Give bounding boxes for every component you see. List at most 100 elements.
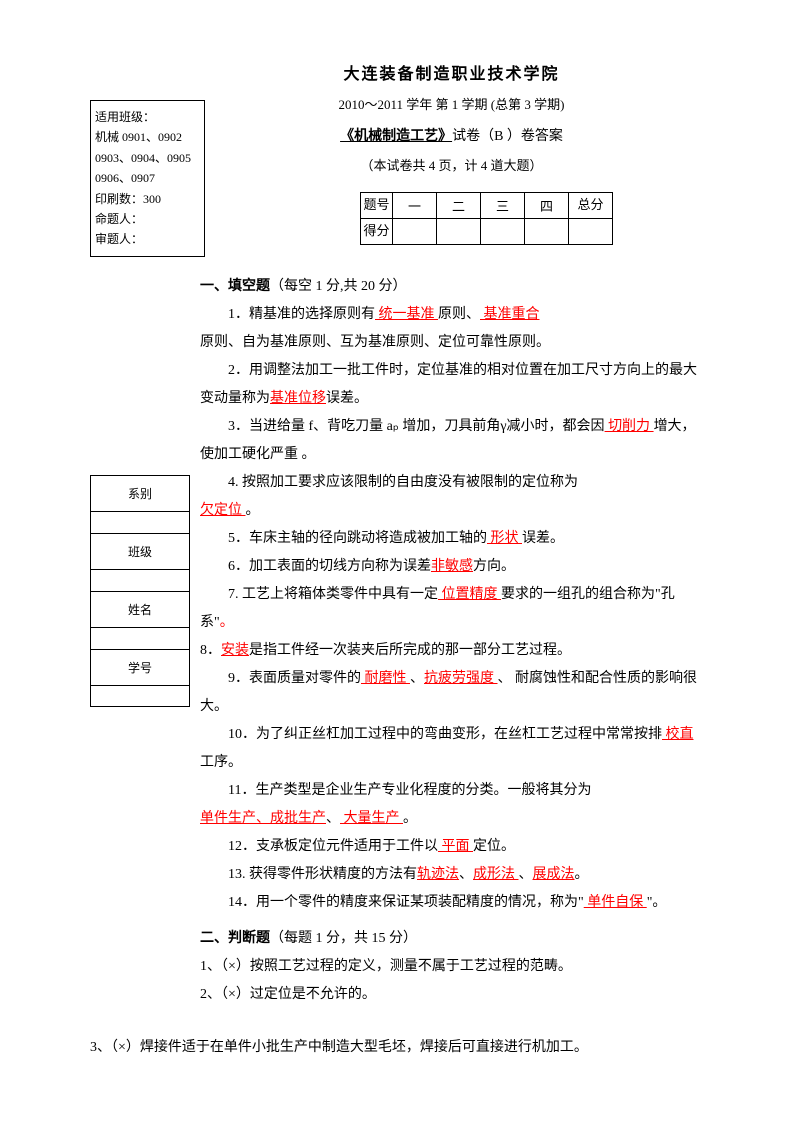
content-area: 一、填空题（每空 1 分,共 20 分） 1．精基准的选择原则有 统一基准 原则…: [200, 273, 703, 1009]
q5-text-b: 误差。: [522, 531, 564, 546]
q4-cont: 欠定位 。: [200, 497, 703, 525]
q11-text-b: 、: [326, 811, 340, 826]
q13-answer-1: 轨迹法: [417, 867, 459, 882]
q8-answer: 安装: [221, 643, 249, 658]
j3: 3、（×）焊接件适于在单件小批生产中制造大型毛坯，焊接后可直接进行机加工。: [90, 1034, 588, 1062]
q7: 7. 工艺上将箱体类零件中具有一定 位置精度 要求的一组孔的组合称为"孔系"。: [200, 581, 703, 637]
q6-text-b: 方向。: [473, 559, 515, 574]
q13: 13. 获得零件形状精度的方法有轨迹法、成形法 、展成法。: [200, 861, 703, 889]
score-got-label: 得分: [361, 219, 393, 245]
q11-answer-2: 大量生产: [340, 811, 403, 826]
q3: 3．当进给量 f、背吃刀量 aₚ 增加，刀具前角γ减小时，都会因 切削力 增大，…: [200, 413, 703, 469]
score-col-4: 四: [525, 193, 569, 219]
score-cell: [569, 219, 613, 245]
score-cell: [481, 219, 525, 245]
sec1-title-suffix: （每空 1 分,共 20 分）: [270, 279, 407, 294]
semester-line: 2010～2011 学年 第 1 学期 (总第 3 学期): [200, 94, 703, 113]
q3-answer: 切削力: [605, 419, 654, 434]
q9: 9．表面质量对零件的 耐磨性 、抗疲劳强度 、 耐腐蚀性和配合性质的影响很大。: [200, 665, 703, 721]
score-header-label: 题号: [361, 193, 393, 219]
q7-answer: 位置精度: [438, 587, 501, 602]
q1-answer-2: 基准重合: [480, 307, 540, 322]
score-col-1: 一: [393, 193, 437, 219]
q12-answer: 平面: [438, 839, 473, 854]
q12-text-a: 12．支承板定位元件适用于工件以: [228, 839, 438, 854]
course-name: 《机械制造工艺》: [340, 129, 452, 144]
class-info-box: 适用班级： 机械 0901、0902 0903、0904、0905 0906、0…: [90, 100, 205, 257]
class-line-3: 0903、0904、0905: [95, 148, 200, 168]
score-total-label: 总分: [569, 193, 613, 219]
class-line-4: 0906、0907: [95, 168, 200, 188]
q4-text-b: 。: [246, 503, 260, 518]
q13-text-b: 、: [459, 867, 473, 882]
q9-answer-2: 抗疲劳强度: [424, 671, 498, 686]
school-title: 大连装备制造职业技术学院: [200, 60, 703, 84]
q11: 11．生产类型是企业生产专业化程度的分类。一般将其分为: [200, 777, 703, 805]
applicable-class-label: 适用班级：: [95, 107, 200, 127]
q5-answer: 形状: [487, 531, 522, 546]
q11-text-c: 。: [403, 811, 417, 826]
q11-text-a: 11．生产类型是企业生产专业化程度的分类。一般将其分为: [228, 783, 591, 798]
q5: 5．车床主轴的径向跳动将造成被加工轴的 形状 误差。: [200, 525, 703, 553]
j1: 1、（×）按照工艺过程的定义，测量不属于工艺过程的范畴。: [200, 953, 703, 981]
q8-text-b: 是指工件经一次装夹后所完成的那一部分工艺过程。: [249, 643, 571, 658]
author-label: 命题人：: [95, 209, 200, 229]
dept-blank: [90, 511, 190, 533]
exam-info: （本试卷共 4 页，计 4 道大题）: [200, 155, 703, 174]
name-blank: [90, 627, 190, 649]
reviewer-label: 审题人：: [95, 229, 200, 249]
q2-answer: 基准位移: [270, 391, 326, 406]
studentno-blank: [90, 685, 190, 707]
q13-text-d: 。: [575, 867, 589, 882]
q10-text-a: 10．为了纠正丝杠加工过程中的弯曲变形，在丝杠工艺过程中常常按排: [228, 727, 662, 742]
j2: 2、（×）过定位是不允许的。: [200, 981, 703, 1009]
q1: 1．精基准的选择原则有 统一基准 原则、 基准重合: [200, 301, 703, 329]
q13-text-c: 、: [519, 867, 533, 882]
score-cell: [393, 219, 437, 245]
score-cell: [437, 219, 481, 245]
dept-label: 系别: [90, 475, 190, 511]
score-table: 题号 一 二 三 四 总分 得分: [360, 192, 613, 245]
q2-text-b: 误差。: [326, 391, 368, 406]
q10-answer: 校直: [662, 727, 694, 742]
q14: 14．用一个零件的精度来保证某项装配精度的情况，称为" 单件自保 "。: [200, 889, 703, 917]
q1-answer-1: 统一基准: [375, 307, 438, 322]
q12-text-b: 定位。: [473, 839, 515, 854]
q9-text-b: 、: [410, 671, 424, 686]
section-1-title: 一、填空题（每空 1 分,共 20 分）: [200, 273, 703, 301]
q8: 8．安装是指工件经一次装夹后所完成的那一部分工艺过程。: [200, 637, 703, 665]
score-cell: [525, 219, 569, 245]
studentno-label: 学号: [90, 649, 190, 685]
class-blank: [90, 569, 190, 591]
class-label: 班级: [90, 533, 190, 569]
q6-answer: 非敏感: [431, 559, 473, 574]
q14-answer: 单件自保: [584, 895, 647, 910]
q9-answer-1: 耐磨性: [361, 671, 410, 686]
q14-text-b: "。: [647, 895, 667, 910]
score-col-3: 三: [481, 193, 525, 219]
q11-answer-1: 单件生产、成批生产: [200, 811, 326, 826]
q10: 10．为了纠正丝杠加工过程中的弯曲变形，在丝杠工艺过程中常常按排 校直 工序。: [200, 721, 703, 777]
q2: 2．用调整法加工一批工件时，定位基准的相对位置在加工尺寸方向上的最大变动量称为基…: [200, 357, 703, 413]
q12: 12．支承板定位元件适用于工件以 平面 定位。: [200, 833, 703, 861]
q6: 6．加工表面的切线方向称为误差非敏感方向。: [200, 553, 703, 581]
q1-text-a: 1．精基准的选择原则有: [228, 307, 375, 322]
q4-answer: 欠定位: [200, 503, 246, 518]
q7-dot: 。: [220, 615, 234, 630]
q1-cont: 原则、自为基准原则、互为基准原则、定位可靠性原则。: [200, 329, 703, 357]
q11-cont: 单件生产、成批生产、 大量生产 。: [200, 805, 703, 833]
q3-text-a: 3．当进给量 f、背吃刀量 aₚ 增加，刀具前角γ减小时，都会因: [228, 419, 605, 434]
sec2-title: 二、判断题: [200, 931, 270, 946]
q1-text-b: 原则、: [438, 307, 480, 322]
section-2-title: 二、判断题（每题 1 分，共 15 分）: [200, 925, 703, 953]
q4-text-a: 4. 按照加工要求应该限制的自由度没有被限制的定位称为: [228, 475, 578, 490]
q10-text-b: 工序。: [200, 755, 242, 770]
q14-text-a: 14．用一个零件的精度来保证某项装配精度的情况，称为": [228, 895, 584, 910]
q8-text-a: 8．: [200, 643, 221, 658]
q13-answer-3: 展成法: [533, 867, 575, 882]
q9-text-a: 9．表面质量对零件的: [228, 671, 361, 686]
print-count: 印刷数：300: [95, 189, 200, 209]
q4: 4. 按照加工要求应该限制的自由度没有被限制的定位称为: [200, 469, 703, 497]
q13-answer-2: 成形法: [473, 867, 519, 882]
exam-suffix: 试卷（B ）卷答案: [452, 129, 563, 144]
